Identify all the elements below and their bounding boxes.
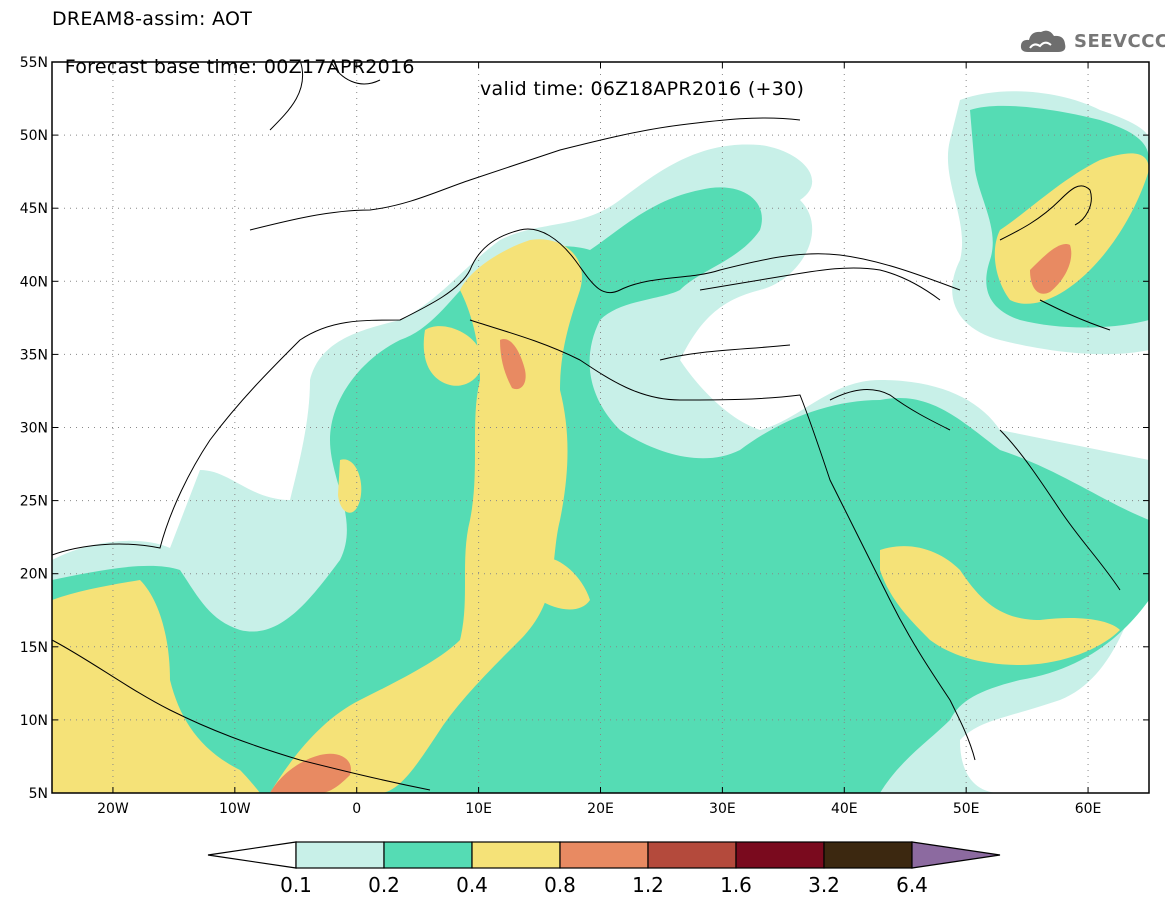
lon-label: 30E [709,801,736,817]
longitude-labels: 20W 10W 0 10E 20E 30E 40E 50E 60E [97,801,1101,817]
lat-label: 20N [20,567,48,583]
colorbar-high-arrow [911,841,1001,869]
map-title: DREAM8-assim: AOT [52,8,253,30]
colorbar-bin [735,841,825,869]
colorbar-bin [295,841,385,869]
axis-ticks [52,61,1149,794]
colorbar-bin [559,841,649,869]
lat-label: 30N [20,421,48,437]
lon-label: 10W [219,801,251,817]
cloud-icon [1020,30,1066,52]
lat-label: 50N [20,128,48,144]
lat-label: 5N [29,786,48,802]
lon-label: 20E [587,801,614,817]
colorbar-label: 3.2 [808,873,840,897]
lat-label: 55N [20,55,48,71]
colorbar-label: 0.1 [280,873,312,897]
lon-label: 20W [97,801,129,817]
lat-label: 10N [20,713,48,729]
lat-label: 15N [20,640,48,656]
lon-label: 40E [831,801,858,817]
colorbar-low-arrow [207,841,297,869]
aot-field [52,91,1149,793]
lon-label: 0 [352,801,361,817]
coastlines [52,62,1121,791]
colorbar-bin [383,841,473,869]
lat-label: 45N [20,201,48,217]
lon-label: 50E [953,801,980,817]
valid-time-text: valid time: 06Z18APR2016 (+30) [480,78,805,100]
colorbar: 0.1 0.2 0.4 0.8 1.2 1.6 3.2 6.4 [207,841,1001,897]
lat-label: 25N [20,494,48,510]
logo-text: SEEVCCC [1074,30,1165,52]
colorbar-label: 1.2 [632,873,664,897]
colorbar-bin [823,841,913,869]
lon-label: 60E [1075,801,1102,817]
colorbar-label: 1.6 [720,873,752,897]
colorbar-bin [647,841,737,869]
seevccc-logo: SEEVCCC [1018,26,1165,56]
colorbar-label: 0.4 [456,873,488,897]
colorbar-bin [471,841,561,869]
colorbar-label: 0.2 [368,873,400,897]
latitude-labels: 5N 10N 15N 20N 25N 30N 35N 40N 45N 50N 55N [20,55,48,802]
colorbar-label: 6.4 [896,873,928,897]
lon-label: 10E [465,801,492,817]
lat-label: 40N [20,274,48,290]
colorbar-label: 0.8 [544,873,576,897]
forecast-base-time: Forecast base time: 00Z17APR2016 valid t… [52,34,804,100]
lat-label: 35N [20,347,48,363]
